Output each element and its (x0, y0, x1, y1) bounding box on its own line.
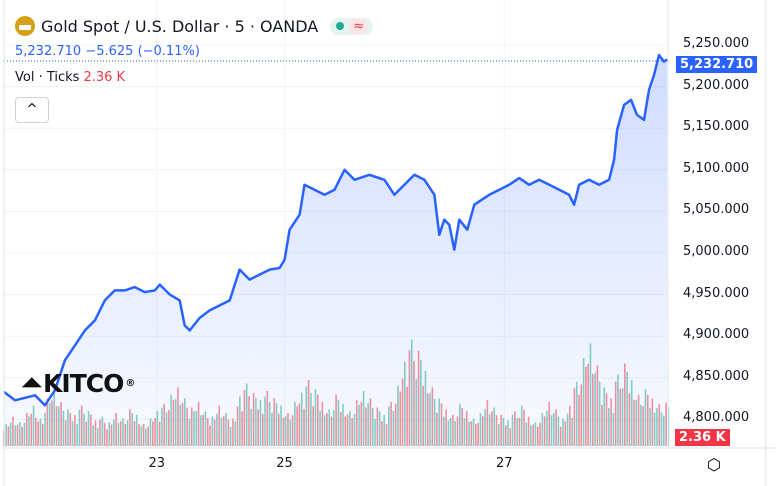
price-change: −5.625 (85, 44, 134, 59)
price-tick-label: 4,800.000 (683, 410, 750, 426)
quote-line: 5,232.710 −5.625 (−0.11%) (15, 44, 200, 59)
volume-legend[interactable]: Vol · Ticks 2.36 K (15, 70, 125, 85)
volume-tag: 2.36 K (675, 429, 730, 446)
logo-registered: ® (125, 377, 135, 389)
price-tick-label: 4,850.000 (683, 368, 750, 384)
settings-icon[interactable]: ⬡ (707, 455, 721, 474)
price-tick-label: 5,050.000 (683, 202, 750, 218)
symbol-header[interactable]: Gold Spot / U.S. Dollar · 5 · OANDA ≈ (15, 16, 374, 36)
price-tick-label: 5,000.000 (683, 244, 750, 259)
symbol-title: Gold Spot / U.S. Dollar · 5 · OANDA (41, 16, 319, 36)
price-tick-label: 5,150.000 (683, 119, 750, 135)
kitco-mark-icon: ⏶ (22, 368, 42, 397)
price-tick-label: 4,950.000 (683, 285, 750, 301)
price-tick-label: 5,100.000 (683, 160, 750, 176)
last-price: 5,232.710 (15, 44, 82, 59)
kitco-logo: ⏶ KITCO ® (22, 368, 135, 398)
gold-coin-icon (15, 16, 35, 36)
market-open-dot-icon (336, 22, 345, 30)
volume-label: Vol · Ticks (15, 70, 80, 85)
logo-text: KITCO (43, 368, 124, 398)
volume-value: 2.36 K (83, 70, 126, 85)
collapse-legend-button[interactable]: ^ (15, 97, 49, 123)
price-tick-label: 5,200.000 (683, 77, 750, 93)
wave-icon: ≈ (350, 18, 368, 34)
price-area-fill (4, 55, 668, 448)
price-change-pct: (−0.11%) (137, 44, 200, 59)
last-price-tag: 5,232.710 (676, 56, 758, 73)
price-line (3, 53, 668, 407)
price-tick-label: 4,900.000 (683, 327, 750, 343)
time-tick-label: 23 (148, 456, 166, 471)
price-tick-label: 5,250.000 (683, 36, 750, 51)
time-tick-label: 27 (495, 456, 513, 471)
time-tick-label: 25 (276, 456, 293, 471)
market-status-badge[interactable]: ≈ (330, 17, 374, 35)
